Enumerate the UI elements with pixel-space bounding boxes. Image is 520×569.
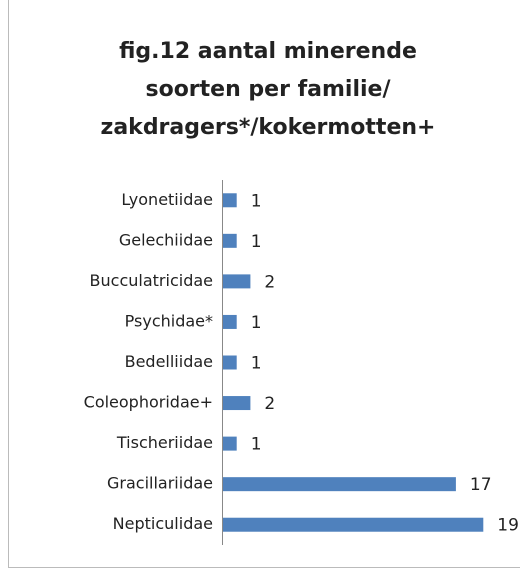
data-label: 1 <box>251 232 262 252</box>
y-tick-label: Bedelliidae <box>125 352 213 371</box>
y-tick-label: Coleophoridae+ <box>84 393 213 412</box>
bar <box>223 193 237 208</box>
bar <box>223 396 251 411</box>
y-tick-label: Psychidae* <box>125 311 213 330</box>
data-label: 17 <box>470 475 492 495</box>
bar <box>223 355 237 370</box>
data-label: 1 <box>251 435 262 455</box>
chart-title: fig.12 aantal minerende <box>119 39 417 64</box>
data-label: 2 <box>264 394 275 414</box>
bar <box>223 314 237 329</box>
bar <box>223 233 237 248</box>
data-label: 1 <box>251 191 262 211</box>
y-tick-label: Lyonetiidae <box>121 190 213 209</box>
bar <box>223 274 251 289</box>
y-tick-label: Gelechiidae <box>119 230 213 249</box>
data-label: 19 <box>497 516 519 536</box>
y-tick-label: Bucculatricidae <box>90 271 213 290</box>
y-tick-label: Nepticulidae <box>113 514 213 533</box>
chart-title: zakdragers*/kokermotten+ <box>101 115 436 140</box>
y-tick-label: Tischeriidae <box>116 433 213 452</box>
bar <box>223 517 484 532</box>
data-label: 1 <box>251 354 262 374</box>
data-label: 1 <box>251 313 262 333</box>
data-label: 2 <box>264 272 275 292</box>
chart-title: soorten per familie/ <box>145 77 391 102</box>
bar <box>223 477 456 492</box>
y-tick-label: Gracillariidae <box>107 474 213 493</box>
bar <box>223 436 237 451</box>
